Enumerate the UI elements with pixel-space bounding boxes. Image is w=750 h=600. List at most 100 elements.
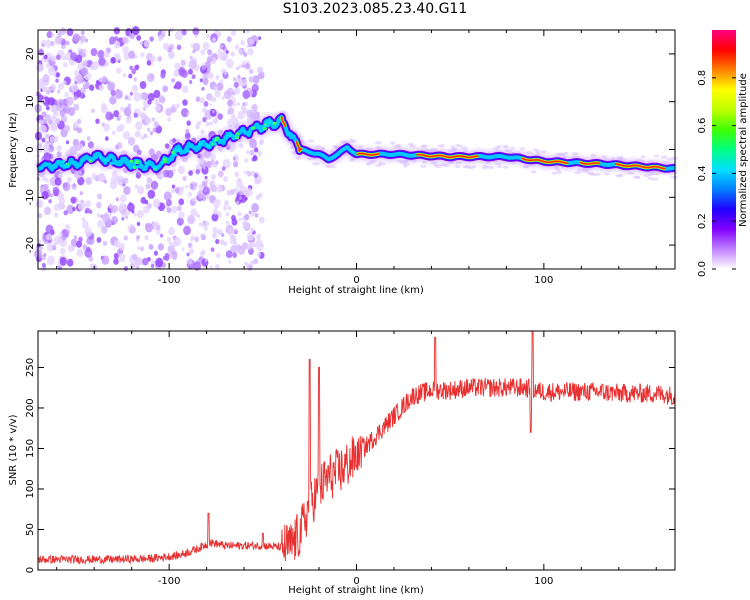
noise-blob [242,107,248,115]
ridge-blob [129,159,134,163]
noise-blob [146,60,152,66]
noise-blob [167,117,172,122]
noise-blob [53,203,60,212]
noise-blob [202,62,206,66]
noise-blob [250,39,255,45]
noise-blob [72,207,76,212]
noise-blob [61,235,67,241]
noise-blob [455,144,463,148]
noise-blob [121,212,126,218]
noise-blob [208,54,212,59]
noise-blob [133,92,142,102]
ridge-blob [185,149,190,153]
noise-blob [150,263,155,269]
noise-blob [50,83,57,91]
noise-blob [62,181,71,192]
noise-blob [58,83,64,91]
ridge-hot-core [521,157,569,164]
spectrogram-y-tick-label: -20 [25,237,36,253]
noise-blob [118,114,123,119]
noise-blob [510,146,515,150]
ridge-blob [64,164,69,168]
noise-blob [206,93,213,101]
noise-blob [237,211,242,217]
noise-blob [215,239,220,245]
noise-blob [229,110,233,115]
ridge-hot-core [295,140,303,152]
noise-blob [244,196,248,201]
noise-blob [88,209,93,215]
ridge-blob [176,149,181,153]
noise-blob [535,150,541,154]
noise-blob [237,110,245,120]
noise-blob [176,205,182,212]
noise-blob [91,108,95,113]
noise-blob [96,237,102,243]
noise-blob [225,50,229,54]
snr-x-axis-label: Height of straight line (km) [288,585,424,596]
noise-blob [257,179,261,183]
noise-blob [142,257,149,266]
noise-blob [59,256,67,266]
spectrogram-y-tick-label: -10 [25,189,36,205]
noise-blob [53,235,62,245]
noise-blob [63,124,71,133]
noise-blob [192,27,200,36]
ridge-hot-core [614,163,666,170]
noise-blob [556,170,563,174]
noise-blob [650,177,659,181]
noise-blob [44,39,52,48]
noise-blob [239,196,242,200]
noise-blob [70,238,78,248]
noise-blob [181,28,187,36]
noise-blob [165,44,170,50]
noise-blob [111,216,118,225]
noise-blob [59,238,68,248]
noise-blob [137,246,141,251]
noise-blob [643,174,651,178]
noise-blob [253,243,257,248]
noise-blob [198,222,202,227]
noise-blob [82,48,87,54]
noise-blob [43,54,48,60]
noise-blob [250,170,256,176]
noise-blob [47,119,52,124]
noise-blob [131,68,136,75]
noise-blob [150,180,159,190]
noise-blob [85,177,92,185]
noise-blob [241,216,245,220]
noise-blob [122,72,127,78]
ridge-blob [144,161,149,165]
noise-blob [389,141,396,145]
noise-blob [118,253,126,263]
noise-blob [41,191,49,200]
noise-blob [75,142,83,151]
spectrogram-x-tick-label: -100 [158,275,181,286]
noise-blob [253,147,259,153]
noise-blob [208,116,212,120]
noise-blob [113,239,121,248]
noise-blob [221,96,225,100]
noise-blob [77,202,85,211]
noise-blob [232,252,238,258]
noise-blob [174,81,182,90]
noise-blob [133,77,137,82]
noise-blob [666,157,674,161]
noise-blob [172,254,177,261]
noise-blob [252,155,258,162]
noise-blob [330,165,336,169]
noise-blob [243,170,247,175]
noise-blob [116,142,123,149]
noise-blob [40,78,44,83]
noise-blob [51,33,55,38]
noise-blob [231,113,236,120]
noise-blob [189,79,193,84]
noise-blob [206,55,213,63]
noise-blob [174,62,181,70]
noise-blob [104,136,109,141]
noise-blob [162,85,169,93]
noise-blob [155,257,164,268]
noise-blob [50,122,58,132]
spectrogram-y-tick-label: 0 [25,146,36,152]
noise-blob [173,69,180,77]
